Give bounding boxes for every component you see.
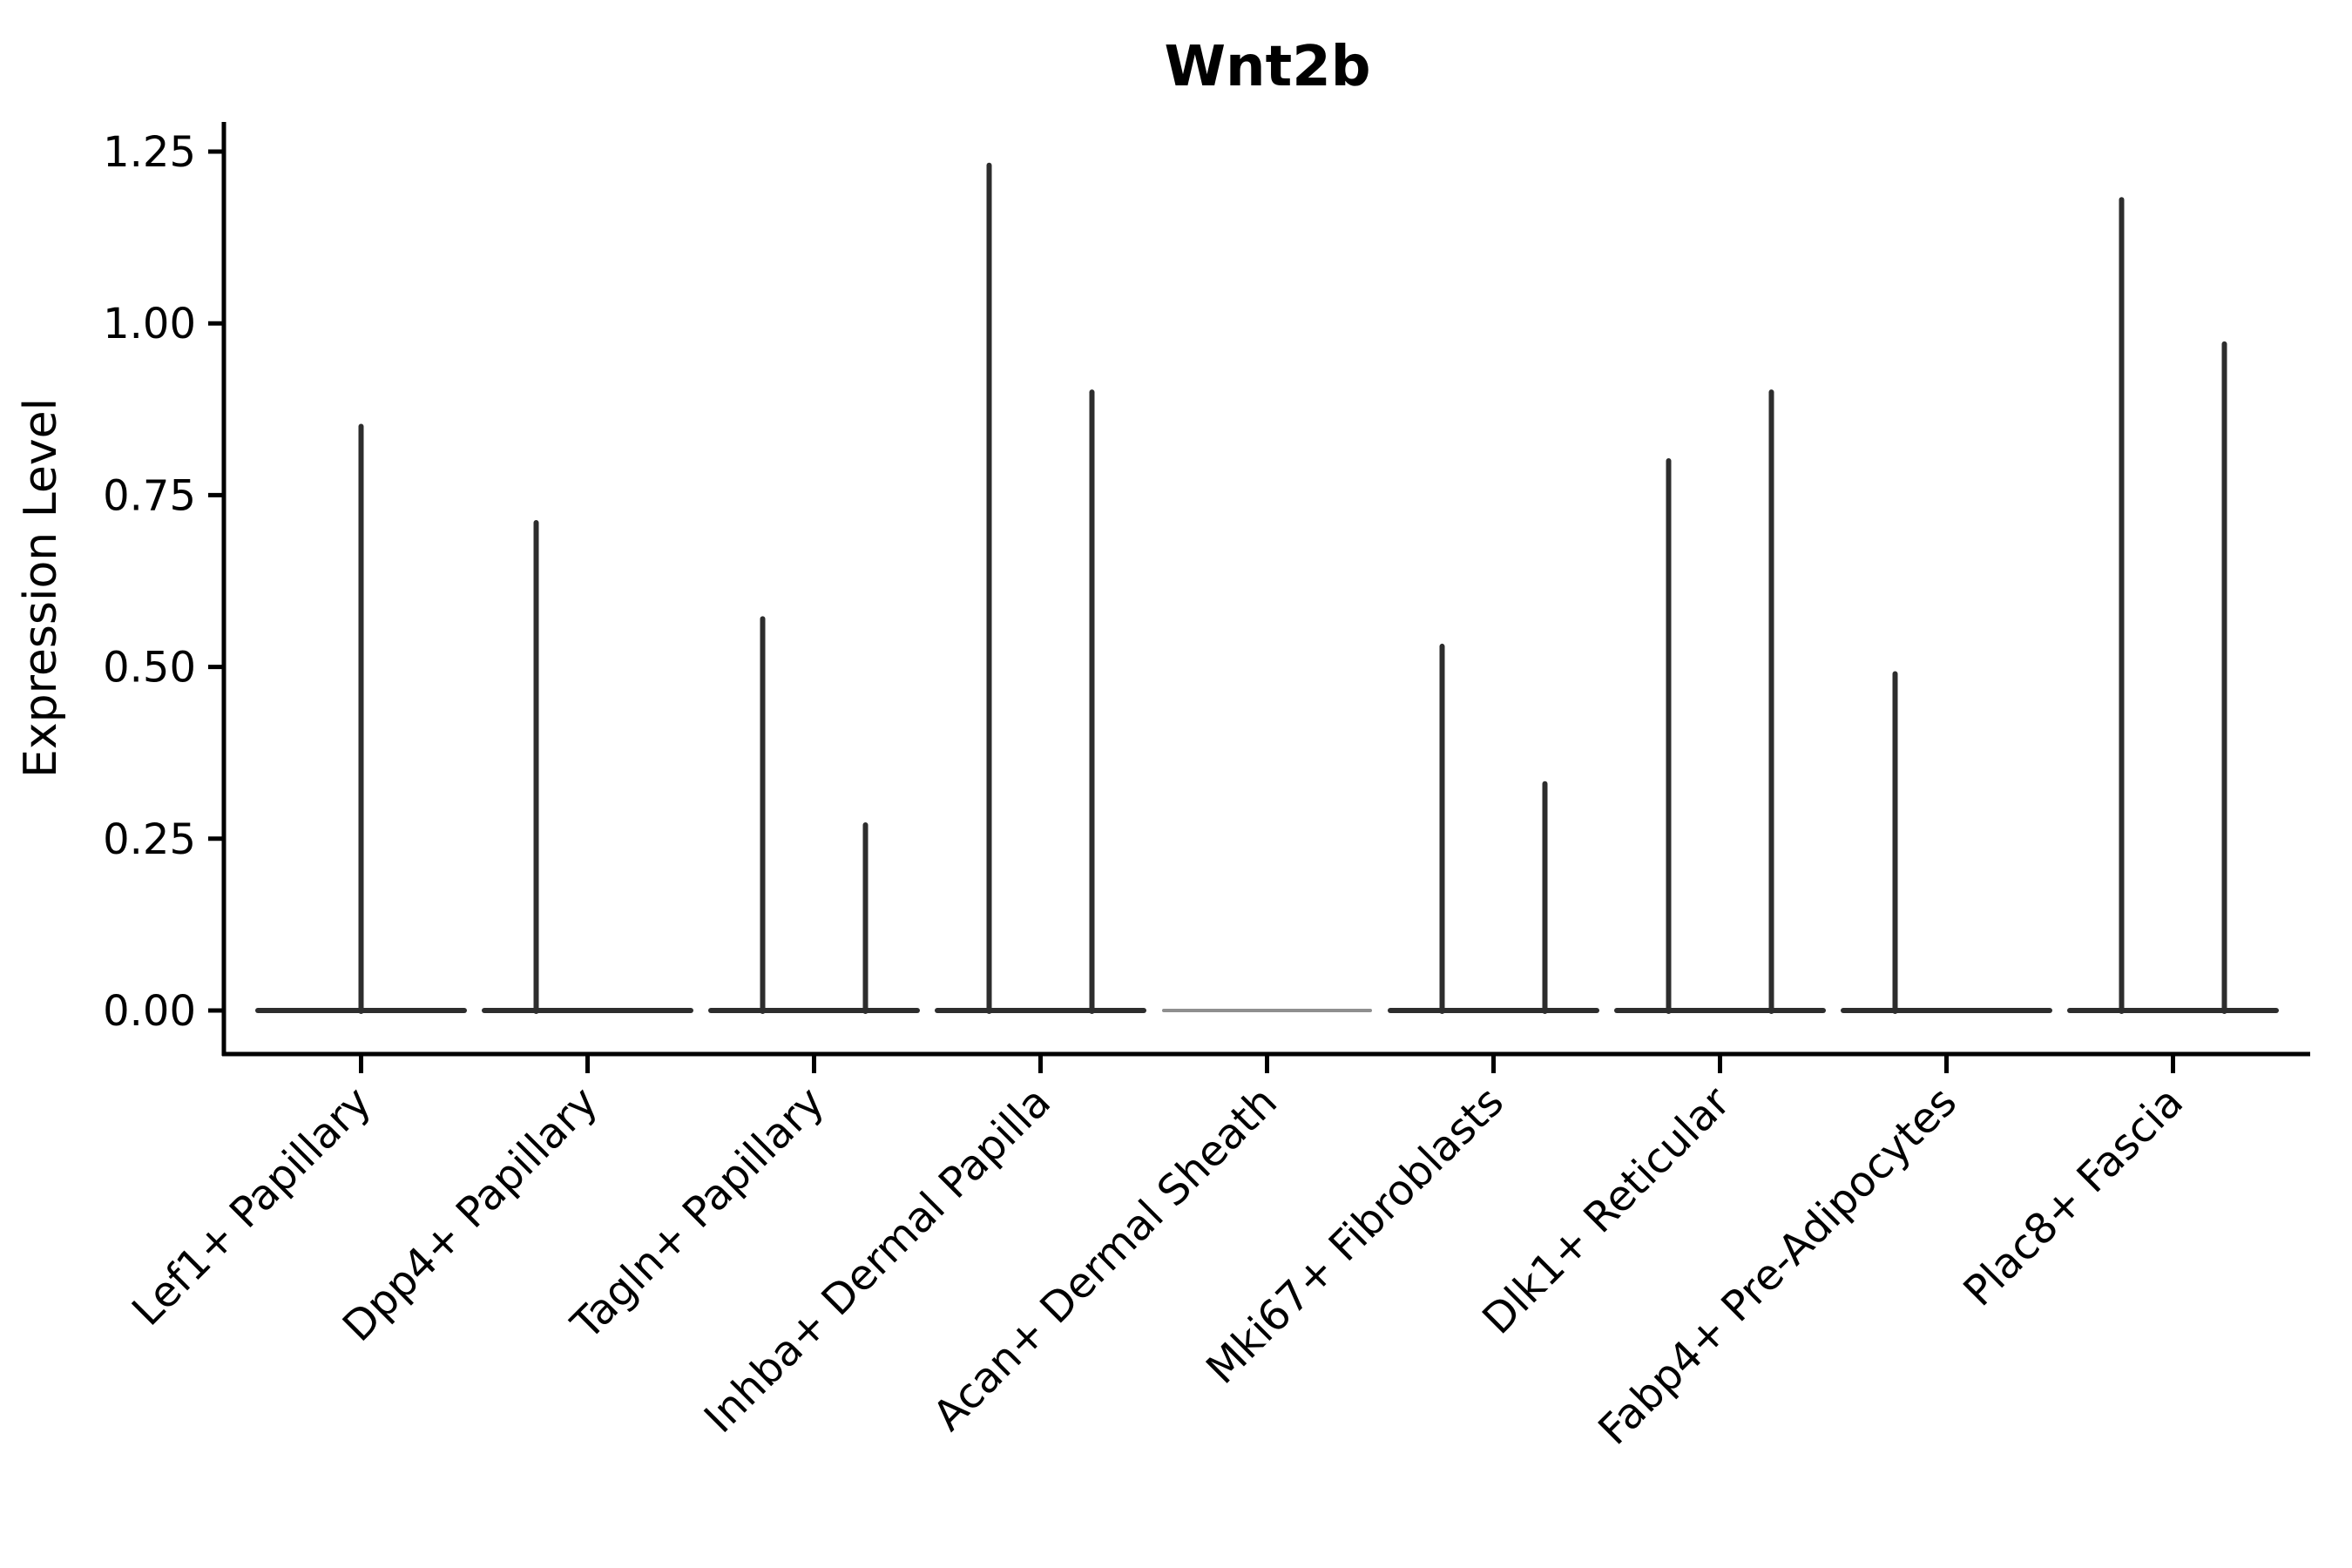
x-tick-label: Tagln+ Papillary: [562, 1078, 834, 1349]
y-tick-labels: 0.00 0.25 0.50 0.75 1.00 1.25: [103, 128, 196, 1036]
violin-group: [1388, 643, 1599, 1014]
axes-layer: [208, 122, 2310, 1073]
violin-group: [935, 162, 1146, 1014]
x-tick-label: Fabp4+ Pre-Adipocytes: [1589, 1078, 1966, 1455]
violin-group: [482, 519, 693, 1014]
y-axis-label: Expression Level: [15, 398, 67, 778]
violin-group: [255, 423, 467, 1014]
violin-series: [255, 162, 2279, 1014]
y-tick-label: 1.25: [103, 128, 196, 177]
violin-group: [708, 616, 920, 1014]
x-tick-label: Lef1+ Papillary: [123, 1078, 381, 1335]
x-tick-labels: Lef1+ Papillary Dpp4+ Papillary Tagln+ P…: [123, 1078, 2193, 1455]
y-tick-label: 0.75: [103, 471, 196, 520]
x-tick-label: Dlk1+ Reticular: [1473, 1078, 1740, 1344]
violin-group: [2067, 197, 2279, 1014]
x-tick-label: Plac8+ Fascia: [1954, 1078, 2193, 1316]
violin-group: [1614, 389, 1826, 1014]
chart-title: Wnt2b: [1164, 35, 1370, 99]
y-tick-label: 1.00: [103, 300, 196, 348]
y-tick-label: 0.25: [103, 815, 196, 864]
violin-group: [1841, 671, 2052, 1014]
y-tick-label: 0.50: [103, 644, 196, 693]
y-tick-label: 0.00: [103, 987, 196, 1036]
